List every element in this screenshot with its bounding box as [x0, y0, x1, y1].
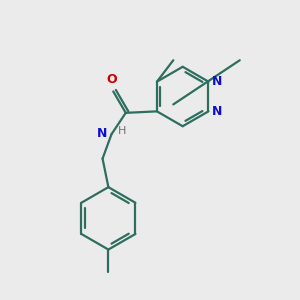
Text: N: N [97, 127, 108, 140]
Text: N: N [212, 74, 222, 88]
Text: H: H [118, 126, 126, 136]
Text: N: N [212, 106, 222, 118]
Text: O: O [106, 73, 117, 86]
